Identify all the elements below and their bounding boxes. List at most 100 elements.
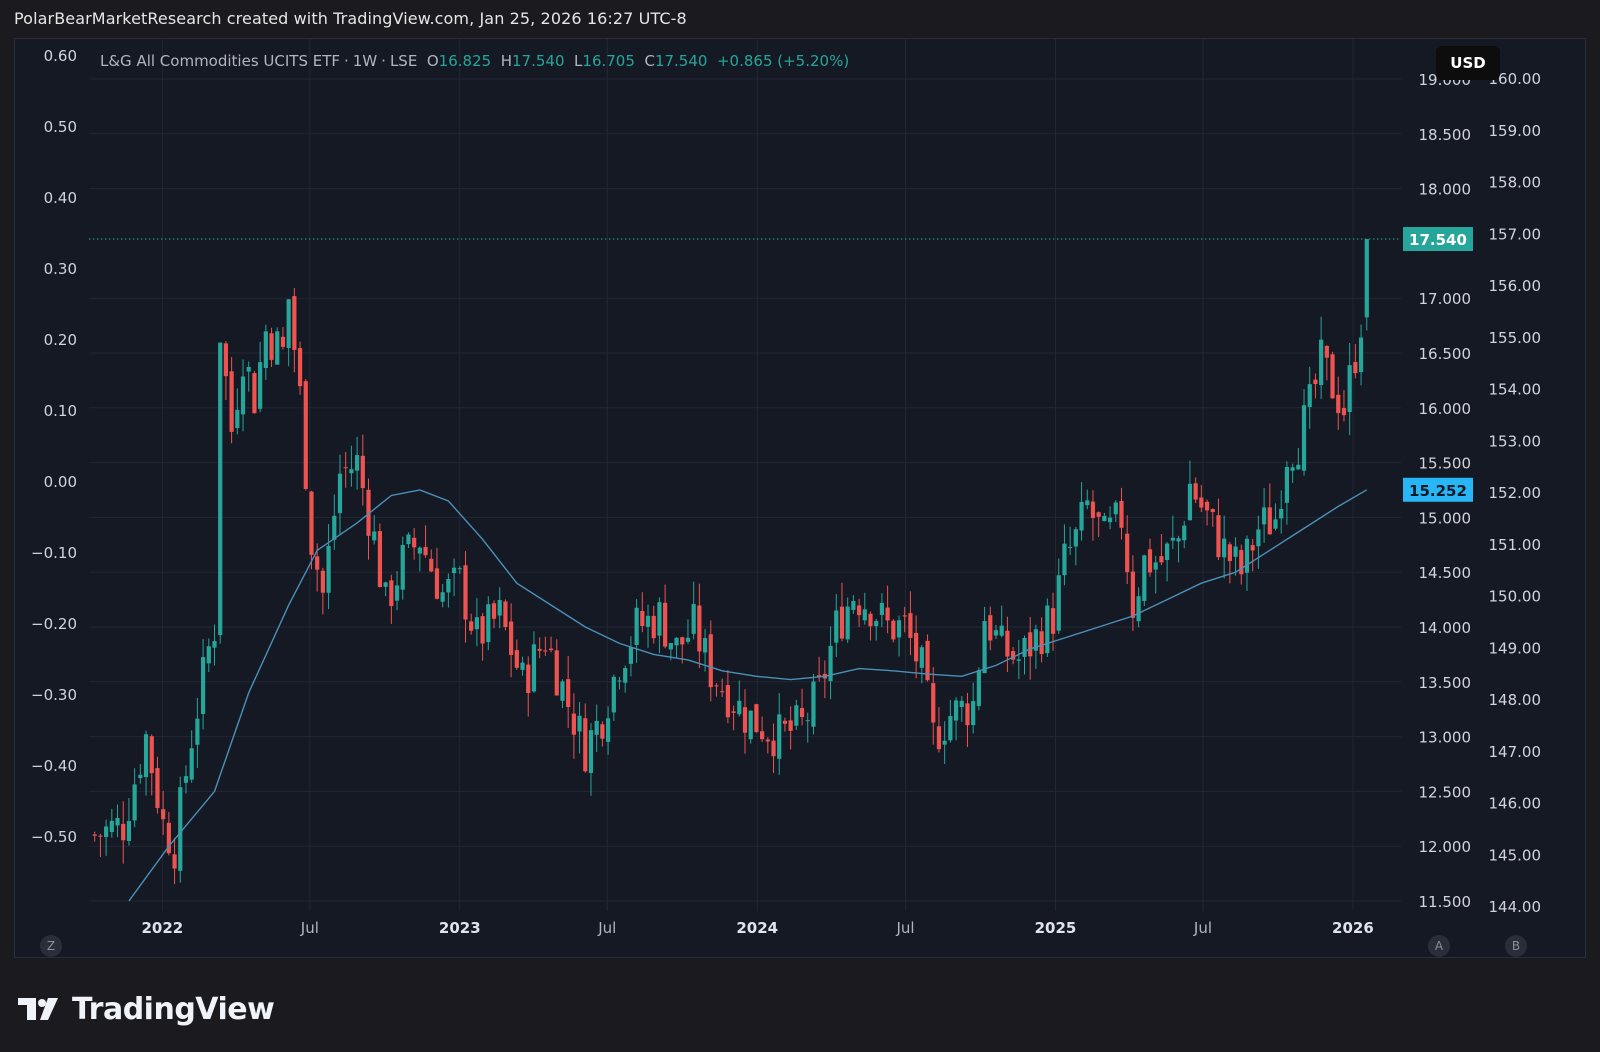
candle-body bbox=[457, 568, 462, 570]
candle-body bbox=[406, 534, 411, 545]
candle-body bbox=[714, 685, 719, 687]
candle-body bbox=[868, 613, 873, 627]
candle-body bbox=[337, 473, 343, 514]
candle-body bbox=[988, 615, 993, 641]
left-tick-label: 0.40 bbox=[44, 189, 77, 207]
candle-body bbox=[1210, 508, 1215, 513]
far-right-tick-label: 148.00 bbox=[1489, 691, 1542, 709]
candle-body bbox=[668, 643, 673, 650]
grid bbox=[89, 39, 1401, 911]
price-chart[interactable]: 2022 Jul 2023 Jul 2024 Jul 2025 Jul 202619.00018… bbox=[15, 39, 1587, 959]
candle-body bbox=[161, 809, 166, 820]
candle-body bbox=[383, 582, 388, 587]
price-tick-label: 17.000 bbox=[1419, 290, 1472, 308]
candle-body bbox=[725, 685, 730, 718]
candle-body bbox=[451, 567, 457, 574]
candle-body bbox=[731, 711, 736, 713]
last-price-tag bbox=[1403, 227, 1473, 252]
price-tick-label: 14.000 bbox=[1419, 619, 1472, 637]
symbol-legend: L&G All Commodities UCITS ETF · 1W · LSE O16… bbox=[100, 52, 850, 70]
candle-body bbox=[1233, 546, 1238, 557]
legend-exchange: LSE bbox=[389, 52, 418, 70]
candle-body bbox=[760, 731, 765, 740]
candle-body bbox=[1090, 501, 1096, 518]
candle-body bbox=[178, 787, 183, 871]
candle-body bbox=[839, 606, 845, 639]
candle-body bbox=[999, 625, 1004, 636]
candle-body bbox=[1199, 497, 1204, 508]
price-tick-label: 16.000 bbox=[1419, 400, 1472, 418]
candle-body bbox=[1347, 365, 1352, 413]
candle-body bbox=[925, 640, 930, 681]
candles bbox=[92, 239, 1369, 885]
candle-body bbox=[702, 638, 708, 653]
candle-body bbox=[212, 641, 217, 648]
candle-body bbox=[394, 585, 400, 601]
candle-body bbox=[1341, 408, 1347, 416]
candle-body bbox=[503, 601, 508, 628]
left-tick-label: −0.40 bbox=[31, 757, 77, 775]
candle-body bbox=[1125, 533, 1130, 573]
candle-body bbox=[143, 734, 149, 778]
price-tick-label: 13.000 bbox=[1419, 729, 1472, 747]
candle-body bbox=[109, 820, 114, 833]
candle-body bbox=[92, 834, 97, 836]
candle-body bbox=[896, 620, 902, 638]
candle-body bbox=[104, 826, 109, 838]
candle-body bbox=[1364, 239, 1369, 318]
candle-body bbox=[429, 558, 434, 572]
candle-body bbox=[674, 637, 679, 646]
candle-body bbox=[874, 620, 879, 627]
price-tick-label: 13.500 bbox=[1419, 674, 1472, 692]
candle-body bbox=[1290, 467, 1295, 471]
candle-body bbox=[297, 348, 303, 387]
candle-body bbox=[1216, 515, 1221, 558]
candle-body bbox=[1239, 550, 1244, 575]
candle-body bbox=[805, 720, 810, 722]
candle-body bbox=[1039, 631, 1044, 655]
candle-body bbox=[777, 714, 782, 759]
candle-body bbox=[474, 617, 479, 630]
candle-body bbox=[366, 489, 371, 536]
scale-b-button[interactable]: B bbox=[1505, 935, 1527, 957]
candle-body bbox=[235, 409, 240, 429]
candle-body bbox=[993, 630, 999, 636]
left-tick-label: 0.20 bbox=[44, 331, 77, 349]
candle-body bbox=[189, 748, 194, 780]
candle-body bbox=[1353, 361, 1358, 374]
candle-body bbox=[115, 817, 120, 826]
candle-body bbox=[480, 616, 485, 644]
candle-body bbox=[98, 835, 103, 837]
candle-body bbox=[218, 342, 223, 636]
candle-body bbox=[1050, 608, 1056, 634]
candle-body bbox=[828, 645, 833, 682]
candle-body bbox=[942, 740, 947, 745]
x-tick-label: 2023 bbox=[439, 919, 481, 937]
zoom-reset-button[interactable]: Z bbox=[40, 935, 62, 957]
price-tick-label: 11.500 bbox=[1419, 893, 1472, 911]
candle-body bbox=[1324, 345, 1329, 358]
candle-body bbox=[269, 333, 274, 360]
candle-body bbox=[959, 700, 964, 707]
price-tick-label: 15.500 bbox=[1419, 455, 1472, 473]
far-right-tick-label: 155.00 bbox=[1489, 329, 1542, 347]
candle-body bbox=[1147, 549, 1153, 573]
candle-body bbox=[389, 580, 394, 607]
legend-close-label: C bbox=[644, 52, 655, 70]
candle-body bbox=[571, 713, 576, 735]
legend-change: +0.865 (+5.20%) bbox=[716, 52, 850, 70]
candle-body bbox=[263, 331, 268, 369]
price-tick-label: 16.500 bbox=[1419, 345, 1472, 363]
price-tick-label: 14.500 bbox=[1419, 564, 1472, 582]
candle-body bbox=[799, 707, 805, 718]
auto-scale-button[interactable]: A bbox=[1428, 935, 1450, 957]
chart-frame[interactable]: 2022 Jul 2023 Jul 2024 Jul 2025 Jul 2026 19.000 18… bbox=[14, 38, 1586, 958]
candle-body bbox=[811, 681, 816, 727]
candle-body bbox=[605, 718, 611, 742]
candle-body bbox=[634, 607, 639, 645]
candle-body bbox=[1079, 501, 1084, 531]
currency-button[interactable]: USD bbox=[1436, 46, 1500, 80]
candle-body bbox=[982, 621, 987, 674]
candle-body bbox=[195, 718, 200, 745]
candle-body bbox=[400, 544, 405, 590]
